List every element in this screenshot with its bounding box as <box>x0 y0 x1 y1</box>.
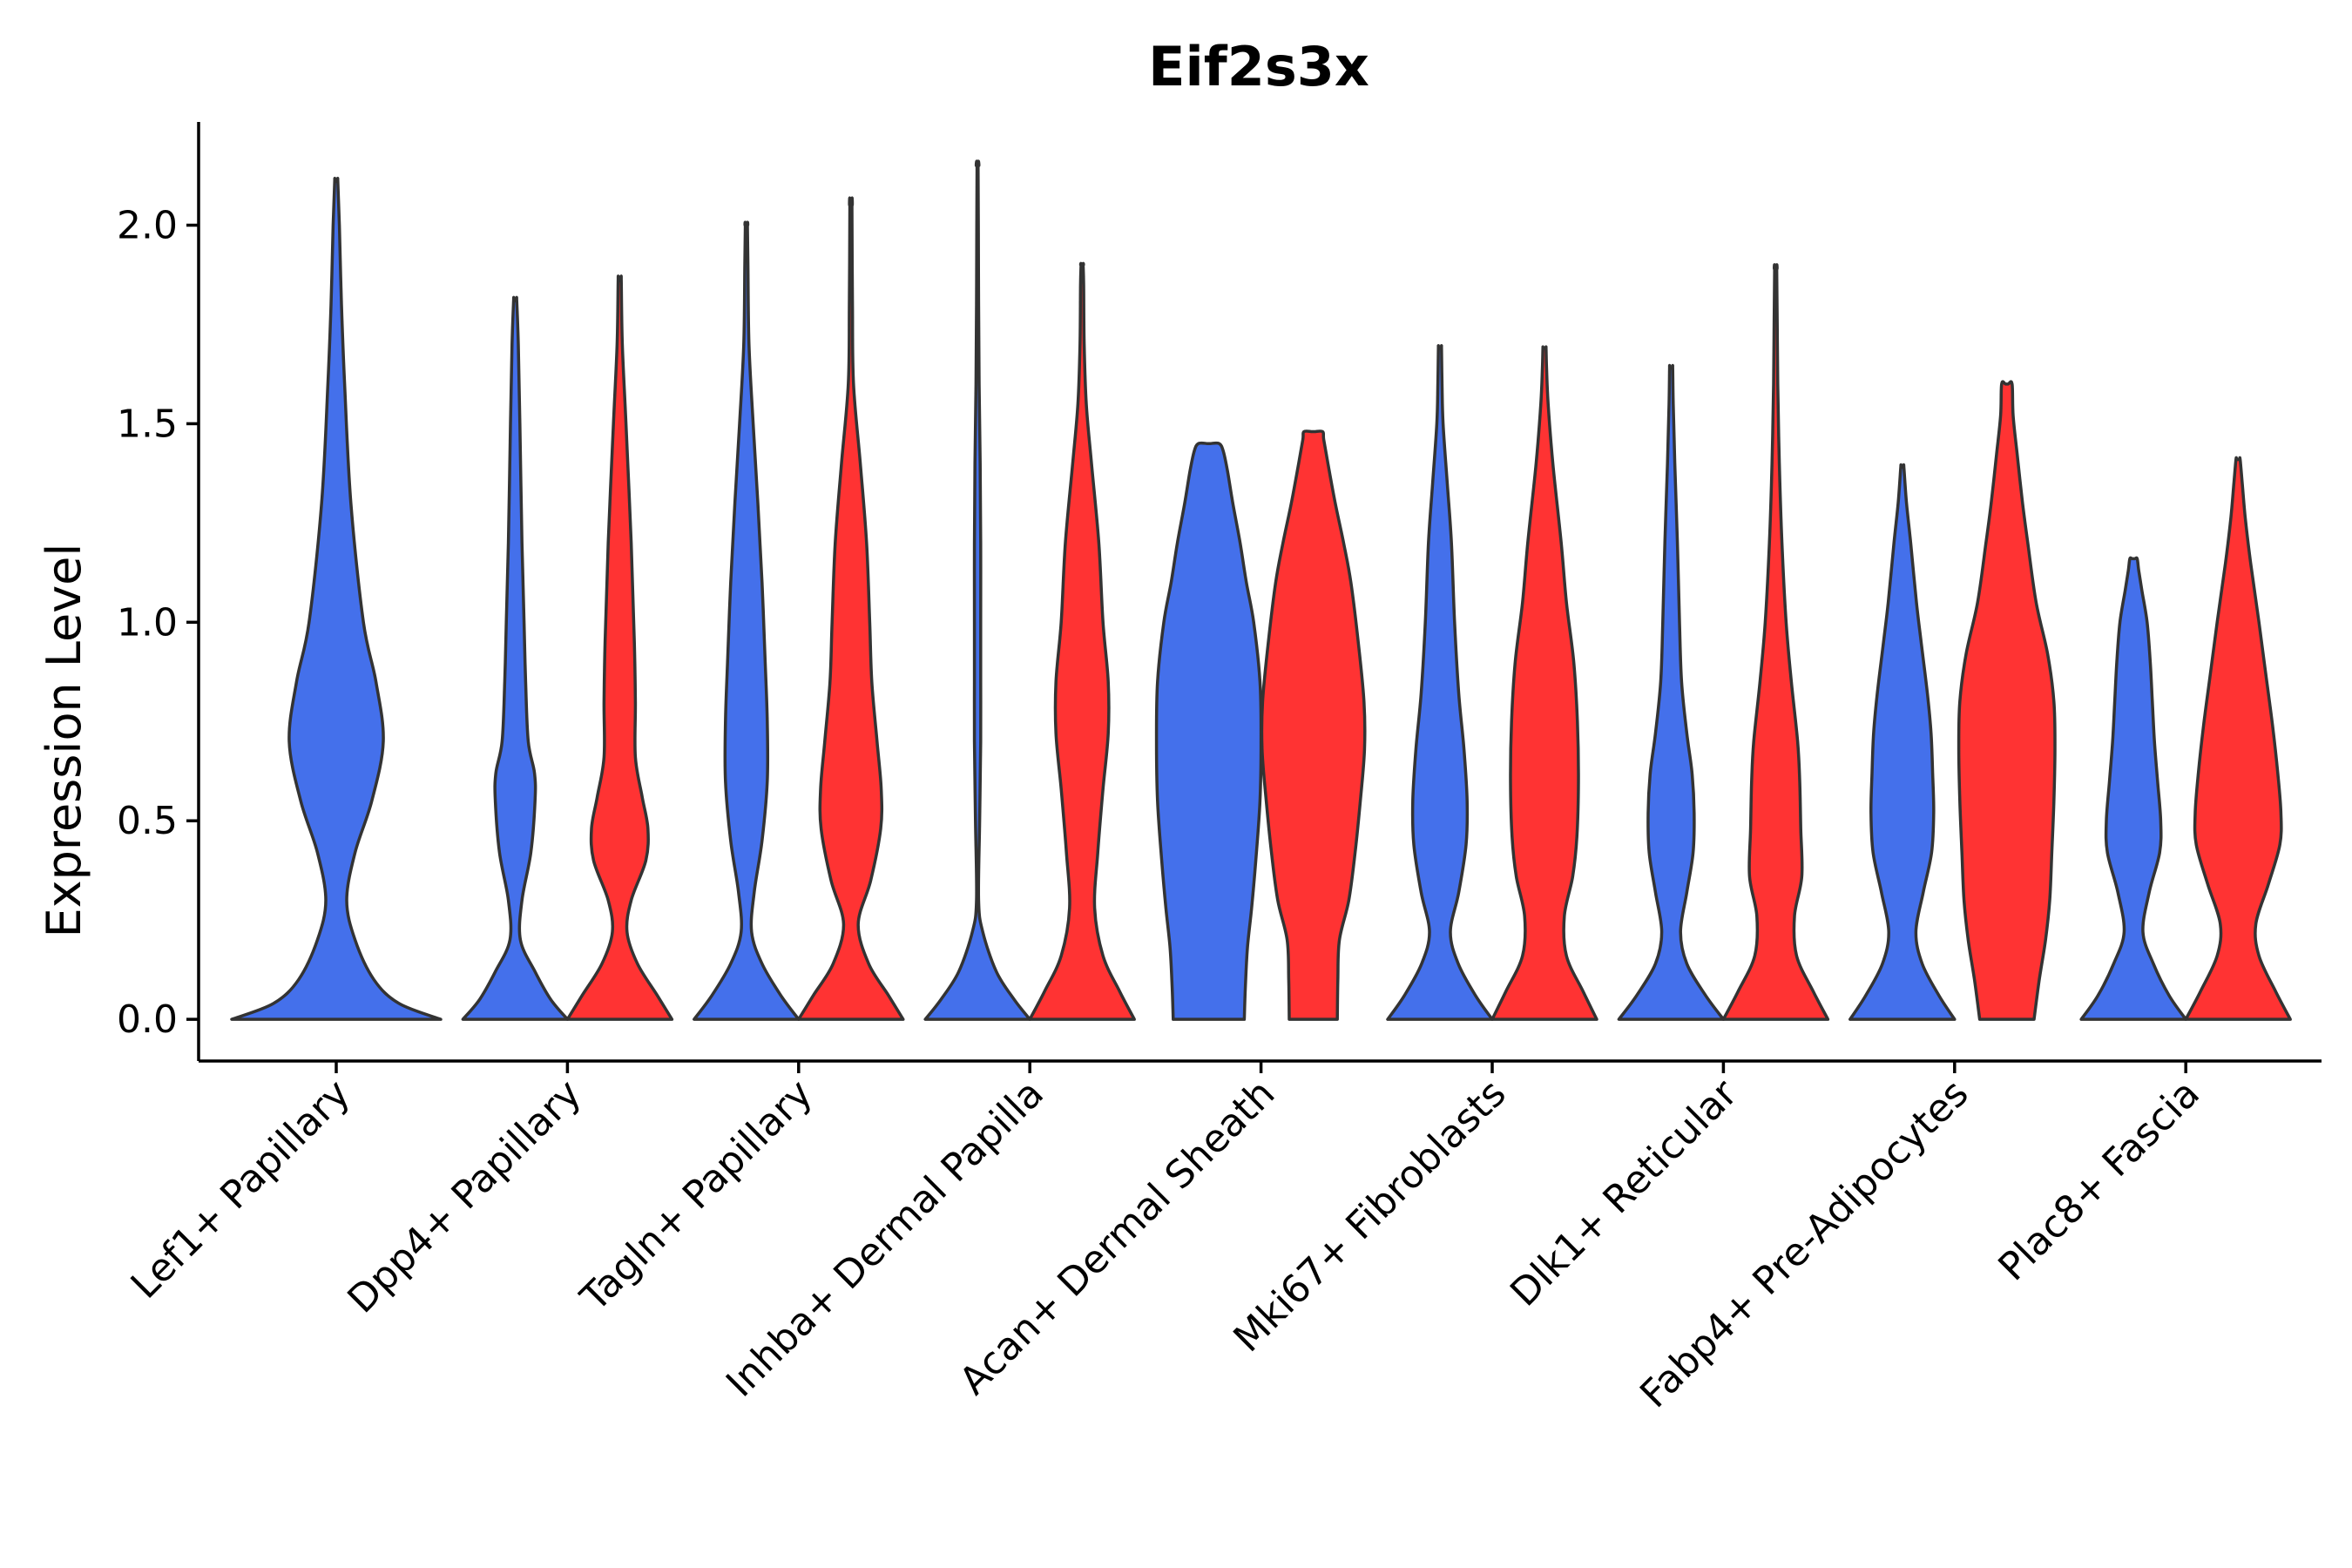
violin-5-blue <box>1154 441 1263 1021</box>
x-tick-label: Dlk1+ Reticular <box>1502 1071 1747 1315</box>
x-tick-label: Lef1+ Papillary <box>123 1071 359 1308</box>
violin-8-red <box>1957 380 2057 1021</box>
violin-3-blue <box>693 220 801 1021</box>
chart-title: Eif2s3x <box>1148 35 1369 98</box>
violin-9-blue <box>2079 556 2187 1021</box>
violin-7-red <box>1721 263 1830 1021</box>
y-tick-label: 0.0 <box>117 997 178 1042</box>
violin-2-blue <box>461 295 570 1021</box>
x-tick-label: Dpp4+ Papillary <box>340 1071 591 1322</box>
y-tick-label: 0.5 <box>117 799 178 843</box>
violin-5-red <box>1260 429 1367 1021</box>
y-tick-label: 1.0 <box>117 600 178 645</box>
violin-7-blue <box>1617 363 1726 1021</box>
y-tick-label: 2.0 <box>117 204 178 248</box>
x-tick-label: Tagln+ Papillary <box>571 1071 821 1321</box>
violins-group <box>230 159 2292 1021</box>
violin-4-blue <box>923 159 1031 1021</box>
y-tick-label: 1.5 <box>117 402 178 446</box>
x-tick-label: Plac8+ Fascia <box>1990 1071 2208 1290</box>
violin-1-blue <box>230 176 443 1021</box>
violin-6-red <box>1490 345 1598 1021</box>
violin-9-red <box>2184 456 2292 1021</box>
y-axis: 0.0 0.5 1.0 1.5 2.0 <box>117 122 200 1061</box>
violin-6-blue <box>1386 344 1494 1021</box>
violin-3-red <box>797 196 905 1021</box>
violin-8-blue <box>1848 463 1957 1021</box>
violin-4-red <box>1028 261 1136 1021</box>
violin-2-red <box>565 274 674 1021</box>
y-axis-label: Expression Level <box>37 544 91 938</box>
